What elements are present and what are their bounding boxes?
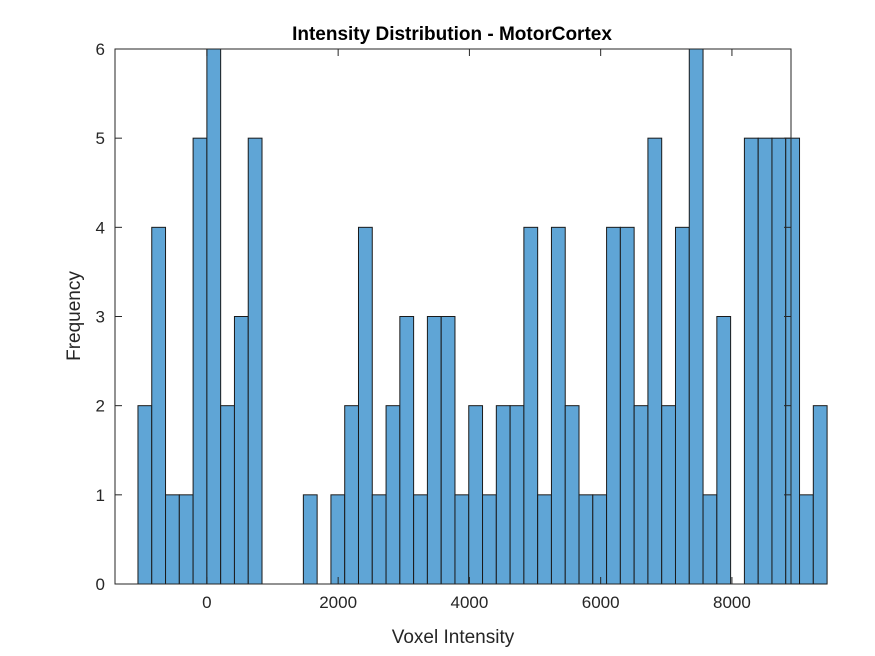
histogram-bar	[523, 226, 539, 585]
histogram-bar	[674, 226, 690, 585]
histogram-bar	[495, 405, 511, 585]
histogram-bar	[357, 226, 373, 585]
histogram-bar	[385, 405, 401, 585]
histogram-bar	[771, 137, 787, 585]
histogram-bar	[482, 494, 497, 585]
histogram-bar	[812, 405, 828, 585]
x-tick-label: 0	[202, 593, 211, 612]
histogram-bar	[702, 494, 718, 585]
histogram-bar	[426, 316, 442, 585]
histogram-bar	[688, 48, 704, 585]
histogram-bar	[606, 226, 621, 585]
histogram-bar	[509, 405, 525, 585]
histogram-bar	[344, 405, 359, 585]
histogram-bar	[564, 405, 580, 585]
y-tick-label: 3	[96, 308, 105, 327]
histogram-bar	[302, 494, 318, 585]
y-tick-label: 1	[96, 486, 105, 505]
histogram-bar	[233, 316, 249, 585]
histogram-bar	[151, 226, 167, 585]
histogram-bar	[592, 494, 608, 585]
histogram-bar	[468, 405, 484, 585]
histogram-bar	[757, 137, 773, 585]
x-tick-label: 2000	[319, 593, 357, 612]
histogram-bar	[619, 226, 635, 585]
histogram-bar	[454, 494, 470, 585]
histogram-bar	[785, 137, 801, 585]
bars-group	[137, 48, 828, 585]
histogram-bar	[247, 137, 263, 585]
y-tick-label: 4	[96, 218, 105, 237]
histogram-bar	[716, 316, 732, 585]
histogram-bar	[371, 494, 387, 585]
histogram-bar	[178, 494, 194, 585]
y-tick-label: 5	[96, 129, 105, 148]
histogram-bar	[661, 405, 676, 585]
histogram-bar	[537, 494, 552, 585]
x-tick-label: 8000	[713, 593, 751, 612]
x-tick-label: 4000	[450, 593, 488, 612]
chart-title: Intensity Distribution - MotorCortex	[292, 24, 612, 45]
x-ticks-group: 0 2000 4000 6000 8000	[202, 49, 751, 612]
histogram-bar	[137, 405, 153, 585]
histogram-bar	[550, 226, 566, 585]
histogram-bar	[330, 494, 346, 585]
x-tick-label: 6000	[582, 593, 620, 612]
histogram-bar	[440, 316, 456, 585]
histogram-bar	[578, 494, 594, 585]
y-tick-label: 0	[96, 575, 105, 594]
y-tick-label: 6	[96, 40, 105, 59]
y-tick-label: 2	[96, 397, 105, 416]
histogram-bar	[399, 316, 415, 585]
y-ticks-group: 0 1 2 3 4 5 6	[96, 40, 791, 594]
histogram-bar	[220, 405, 235, 585]
histogram-bar	[633, 405, 649, 585]
x-axis-label: Voxel Intensity	[392, 627, 515, 648]
histogram-bar	[647, 137, 663, 585]
histogram-bar	[206, 48, 222, 585]
histogram-bar	[192, 137, 208, 585]
histogram-bar	[799, 494, 814, 585]
histogram-bar	[165, 494, 180, 585]
y-axis-label: Frequency	[64, 271, 85, 361]
histogram-bar	[743, 137, 759, 585]
histogram-bar	[413, 494, 428, 585]
plot-area: 0 2000 4000 6000 8000 0 1 2 3 4 5 6	[96, 40, 828, 612]
